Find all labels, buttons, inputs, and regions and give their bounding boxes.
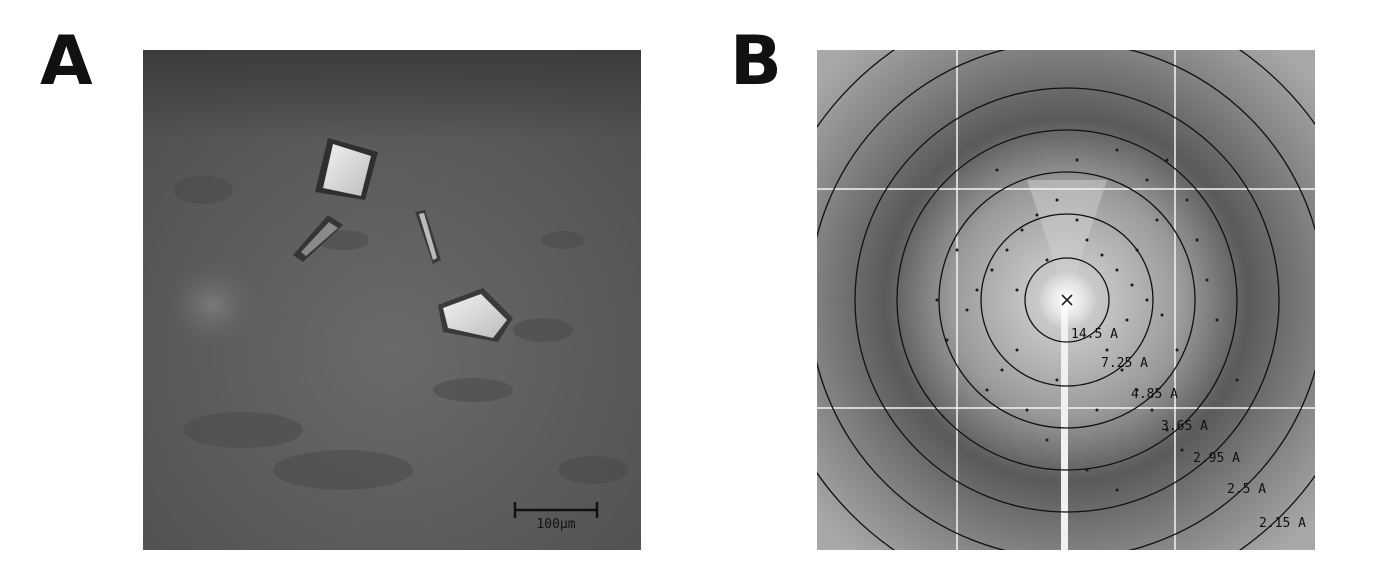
resolution-label-4: 3.65 A [1161,419,1208,434]
resolution-ring-3 [938,171,1196,429]
resolution-label-7: 2.15 A [1259,516,1306,531]
resolution-label-5: 2.95 A [1193,451,1240,466]
panel-label-a: A [40,22,93,101]
resolution-label-3: 4.85 A [1131,387,1178,402]
resolution-ring-4 [896,129,1238,471]
resolution-label-2: 7.25 A [1101,356,1148,371]
resolution-ring-5 [854,87,1280,513]
resolution-rings [817,50,1315,550]
resolution-ring-1 [1024,257,1110,343]
diffraction-image: 14.5 A 7.25 A 4.85 A 3.65 A 2.95 A 2.5 A… [817,50,1315,550]
resolution-ring-2 [980,213,1154,387]
resolution-label-6: 2.5 A [1227,482,1266,497]
beam-center-icon [1061,294,1073,306]
detector-grid [817,50,1315,550]
scale-bar [513,502,599,518]
crystal-micrograph: 100µm [143,50,641,550]
scale-bar-label: 100µm [536,517,575,532]
crystals [293,138,513,342]
diffraction-pattern: 14.5 A 7.25 A 4.85 A 3.65 A 2.95 A 2.5 A… [817,50,1315,550]
panel-label-b: B [730,22,782,101]
micrograph-image: 100µm [143,50,641,550]
resolution-label-1: 14.5 A [1071,327,1118,342]
beamstop-shadow [1061,300,1068,550]
